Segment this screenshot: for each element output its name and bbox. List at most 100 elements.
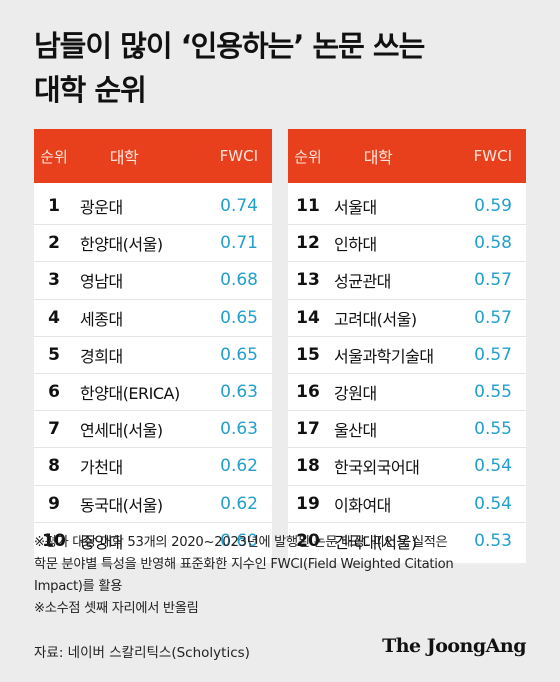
rank-cell: 7 bbox=[48, 419, 60, 440]
university-cell: 서울대 bbox=[334, 197, 377, 217]
publisher-logo: The JoongAng bbox=[382, 635, 526, 657]
table-row: 18 한국외국어대 0.54 bbox=[288, 447, 526, 484]
page-title: 남들이 많이 ‘인용하는’ 논문 쓰는 대학 순위 bbox=[34, 24, 534, 112]
rank-cell: 13 bbox=[296, 270, 320, 291]
university-cell: 고려대(서울) bbox=[334, 309, 417, 329]
university-cell: 동국대(서울) bbox=[80, 495, 163, 515]
university-cell: 영남대 bbox=[80, 272, 123, 292]
rank-cell: 12 bbox=[296, 233, 320, 254]
university-cell: 중앙대 bbox=[80, 532, 123, 552]
rank-cell: 17 bbox=[296, 419, 320, 440]
table-row: 7 연세대(서울) 0.63 bbox=[34, 410, 272, 447]
university-cell: 서울과학기술대 bbox=[334, 346, 434, 366]
header-university: 대학 bbox=[109, 148, 139, 167]
university-cell: 울산대 bbox=[334, 421, 377, 441]
fwci-cell: 0.63 bbox=[220, 419, 258, 440]
fwci-cell: 0.60 bbox=[220, 530, 258, 551]
table-row: 12 인하대 0.58 bbox=[288, 224, 526, 261]
rank-cell: 9 bbox=[48, 493, 60, 514]
title-line-2: 대학 순위 bbox=[34, 73, 147, 107]
fwci-cell: 0.59 bbox=[474, 195, 512, 216]
table-row: 17 울산대 0.55 bbox=[288, 410, 526, 447]
title-line-1: 남들이 많이 ‘인용하는’ 논문 쓰는 bbox=[34, 29, 425, 63]
rank-cell: 10 bbox=[42, 530, 66, 551]
fwci-cell: 0.65 bbox=[220, 307, 258, 328]
fwci-cell: 0.54 bbox=[474, 493, 512, 514]
table-row: 11 서울대 0.59 bbox=[288, 187, 526, 224]
fwci-cell: 0.53 bbox=[474, 530, 512, 551]
rank-cell: 3 bbox=[48, 270, 60, 291]
table-row: 16 강원대 0.55 bbox=[288, 372, 526, 410]
fwci-cell: 0.55 bbox=[474, 419, 512, 440]
table-row: 14 고려대(서울) 0.57 bbox=[288, 298, 526, 336]
university-cell: 이화여대 bbox=[334, 495, 391, 515]
fwci-cell: 0.65 bbox=[220, 344, 258, 365]
footnote-line: Impact)를 활용 bbox=[34, 579, 123, 594]
table-row: 3 영남대 0.68 bbox=[34, 261, 272, 298]
university-cell: 가천대 bbox=[80, 458, 123, 478]
table-row: 15 서울과학기술대 0.57 bbox=[288, 335, 526, 373]
header-rank: 순위 bbox=[40, 147, 68, 166]
header-university: 대학 bbox=[363, 148, 393, 167]
ranking-table-right: 순위 대학 FWCI 11 서울대 0.59 12 인하대 0.58 13 성균관대 0.57 1… bbox=[288, 129, 526, 563]
table-header: 순위 대학 FWCI bbox=[288, 129, 526, 183]
table-row: 10 중앙대 0.60 bbox=[34, 521, 272, 559]
header-rank: 순위 bbox=[294, 147, 322, 166]
rank-cell: 8 bbox=[48, 456, 60, 477]
rank-cell: 6 bbox=[48, 382, 60, 403]
table-body-left: 1 광운대 0.74 2 한양대(서울) 0.71 3 영남대 0.68 4 세종대 0.65 5 경희대… bbox=[34, 183, 272, 563]
table-row: 6 한양대(ERICA) 0.63 bbox=[34, 372, 272, 410]
fwci-cell: 0.57 bbox=[474, 270, 512, 291]
university-cell: 인하대 bbox=[334, 235, 377, 255]
fwci-cell: 0.58 bbox=[474, 233, 512, 254]
rank-cell: 15 bbox=[296, 344, 320, 365]
ranking-table-left: 순위 대학 FWCI 1 광운대 0.74 2 한양대(서울) 0.71 3 영남대 0.68 4… bbox=[34, 129, 272, 563]
university-cell: 한양대(ERICA) bbox=[80, 384, 180, 404]
university-cell: 연세대(서울) bbox=[80, 421, 163, 441]
table-row: 4 세종대 0.65 bbox=[34, 298, 272, 336]
university-cell: 한양대(서울) bbox=[80, 235, 163, 255]
university-cell: 강원대 bbox=[334, 384, 377, 404]
fwci-cell: 0.74 bbox=[220, 195, 258, 216]
university-cell: 건국대(서울) bbox=[334, 532, 417, 552]
footnote-line: 학문 분야별 특성을 반영해 표준화한 지수인 FWCI(Field Weigh… bbox=[34, 557, 454, 572]
rank-cell: 18 bbox=[296, 456, 320, 477]
header-fwci: FWCI bbox=[219, 147, 258, 165]
rank-cell: 5 bbox=[48, 344, 60, 365]
fwci-cell: 0.68 bbox=[220, 270, 258, 291]
fwci-cell: 0.63 bbox=[220, 382, 258, 403]
table-header: 순위 대학 FWCI bbox=[34, 129, 272, 183]
rank-cell: 14 bbox=[296, 307, 320, 328]
table-row: 1 광운대 0.74 bbox=[34, 187, 272, 224]
footnote-line: ※소수점 셋째 자리에서 반올림 bbox=[34, 601, 199, 616]
footnotes: ※평가 대상 대학 53개의 2020~2023년에 발행된 논문 대상. 피인… bbox=[34, 532, 534, 620]
table-row: 2 한양대(서울) 0.71 bbox=[34, 224, 272, 261]
fwci-cell: 0.62 bbox=[220, 456, 258, 477]
table-row: 13 성균관대 0.57 bbox=[288, 261, 526, 298]
university-cell: 광운대 bbox=[80, 197, 123, 217]
table-row: 5 경희대 0.65 bbox=[34, 335, 272, 373]
rank-cell: 1 bbox=[48, 195, 60, 216]
fwci-cell: 0.57 bbox=[474, 344, 512, 365]
rank-cell: 4 bbox=[48, 307, 60, 328]
fwci-cell: 0.55 bbox=[474, 382, 512, 403]
table-row: 19 이화여대 0.54 bbox=[288, 484, 526, 522]
university-cell: 성균관대 bbox=[334, 272, 391, 292]
source-credit: 자료: 네이버 스칼리틱스(Scholytics) bbox=[34, 645, 250, 661]
rank-cell: 11 bbox=[296, 195, 320, 216]
rank-cell: 19 bbox=[296, 493, 320, 514]
rank-cell: 2 bbox=[48, 233, 60, 254]
university-cell: 한국외국어대 bbox=[334, 458, 420, 478]
table-row: 8 가천대 0.62 bbox=[34, 447, 272, 484]
rank-cell: 16 bbox=[296, 382, 320, 403]
fwci-cell: 0.57 bbox=[474, 307, 512, 328]
header-fwci: FWCI bbox=[473, 147, 512, 165]
fwci-cell: 0.62 bbox=[220, 493, 258, 514]
rank-cell: 20 bbox=[296, 530, 320, 551]
table-row: 20 건국대(서울) 0.53 bbox=[288, 521, 526, 559]
table-row: 9 동국대(서울) 0.62 bbox=[34, 484, 272, 522]
table-body-right: 11 서울대 0.59 12 인하대 0.58 13 성균관대 0.57 14 고려대(서울) 0.5… bbox=[288, 183, 526, 563]
footnote-line: ※평가 대상 대학 53개의 2020~2023년에 발행된 논문 대상. 피인… bbox=[34, 535, 448, 550]
university-cell: 세종대 bbox=[80, 309, 123, 329]
university-cell: 경희대 bbox=[80, 346, 123, 366]
